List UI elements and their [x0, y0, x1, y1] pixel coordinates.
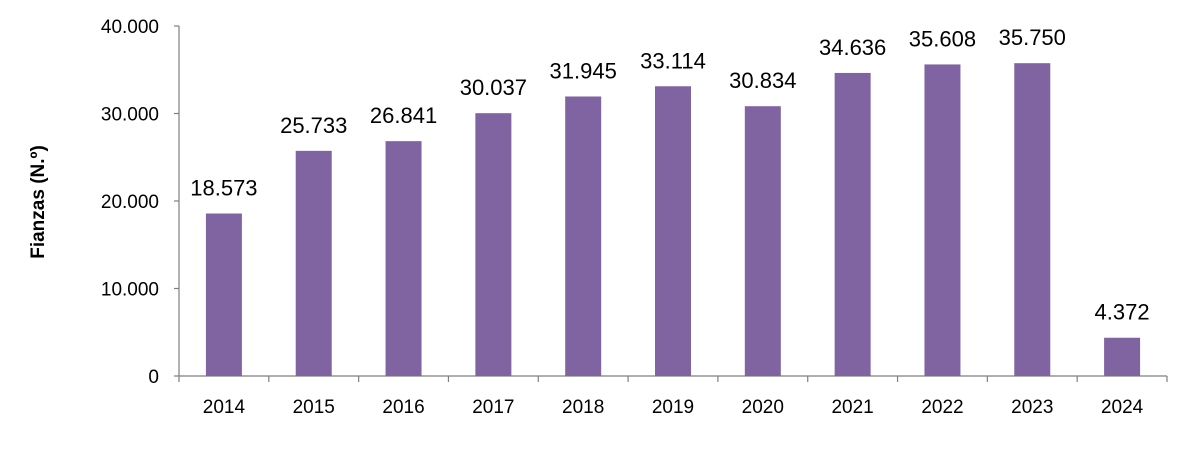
x-tick-label: 2014 [203, 397, 246, 418]
x-tick-label: 2020 [742, 397, 784, 418]
bars [205, 63, 1141, 377]
axes: 0 10.000 20.000 30.000 40.000 2014 2015 2016 201… [101, 17, 1168, 418]
y-tick-label: 30.000 [101, 105, 159, 126]
y-tick-label: 40.000 [101, 17, 159, 38]
y-tick-label: 10.000 [101, 280, 159, 301]
data-label-2021: 34.636 [819, 35, 886, 60]
x-tick-label: 2016 [382, 397, 424, 418]
bar-2019 [655, 86, 691, 376]
bar-2020 [744, 106, 781, 376]
x-tick-label: 2015 [293, 397, 335, 418]
bar-2016 [385, 141, 422, 376]
x-tick-label: 2021 [831, 397, 873, 418]
data-label-2022: 35.608 [909, 26, 976, 51]
data-label-2014: 18.573 [190, 175, 257, 200]
y-axis-label: Fianzas (N.º) [28, 145, 49, 259]
bar-2024 [1104, 337, 1141, 376]
data-label-2019: 33.114 [640, 48, 706, 73]
bar-2021 [834, 72, 871, 376]
data-label-2015: 25.733 [280, 113, 347, 138]
data-label-2023: 35.750 [999, 25, 1066, 50]
data-label-2017: 30.037 [460, 75, 527, 100]
x-tick-label: 2017 [472, 397, 514, 418]
y-tick-label: 20.000 [101, 192, 159, 213]
data-label-2020: 30.834 [729, 68, 796, 93]
bar-2015 [295, 150, 332, 376]
y-tick-label: 0 [148, 367, 159, 388]
data-label-2016: 26.841 [370, 103, 437, 128]
x-tick-label: 2019 [652, 397, 694, 418]
data-label-2018: 31.945 [550, 58, 617, 83]
bar-2023 [1014, 63, 1051, 376]
bar-2022 [924, 64, 961, 377]
data-labels: 18.573 25.733 26.841 30.037 31.945 33.114 30.8… [190, 25, 1149, 325]
x-tick-label: 2018 [562, 397, 604, 418]
bar-2018 [565, 96, 602, 376]
x-tick-label: 2023 [1011, 397, 1053, 418]
bar-2014 [205, 213, 242, 376]
bar-2017 [475, 113, 512, 377]
x-tick-label: 2022 [921, 397, 963, 418]
x-tick-label: 2024 [1101, 397, 1144, 418]
data-label-2024: 4.372 [1095, 300, 1150, 325]
